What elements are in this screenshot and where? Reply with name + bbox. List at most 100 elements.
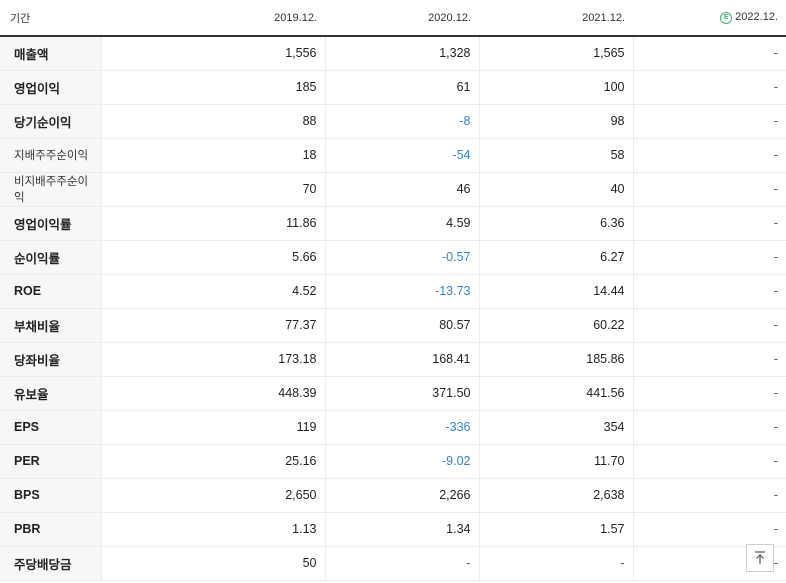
row-label: 비지배주주순이익 — [0, 172, 101, 207]
period-2022-label: 2022.12. — [735, 11, 778, 23]
scroll-to-top-button[interactable] — [746, 544, 774, 572]
value-cell: 354 — [478, 409, 633, 445]
table-row: 영업이익률 11.86 4.59 6.36- — [0, 205, 786, 241]
period-2021: 2021.12. — [479, 0, 633, 37]
row-label: EPS — [0, 409, 101, 445]
period-header-label: 기간 — [0, 0, 101, 37]
value-cell: -8 — [324, 104, 479, 139]
value-cell: 1,565 — [478, 36, 633, 71]
value-cell: - — [632, 138, 786, 173]
value-cell: 40 — [478, 172, 633, 207]
row-label: PBR — [0, 512, 101, 547]
value-cell: -9.02 — [324, 444, 479, 479]
value-cell: 61 — [324, 70, 479, 105]
row-label: 영업이익 — [0, 70, 101, 105]
row-label: PER — [0, 444, 101, 479]
row-label: 당좌비율 — [0, 342, 101, 377]
estimate-badge-icon: E — [720, 12, 733, 24]
value-cell: 100 — [478, 70, 633, 105]
value-cell: - — [324, 545, 479, 581]
value-cell: - — [632, 274, 786, 309]
value-cell: - — [632, 307, 786, 343]
table-row: 비지배주주순이익 70 46 40- — [0, 172, 786, 207]
value-cell: 2,266 — [324, 478, 479, 513]
value-cell: 77.37 — [100, 307, 325, 343]
value-cell: 25.16 — [100, 444, 325, 479]
value-cell: -336 — [324, 409, 479, 445]
value-cell: 371.50 — [324, 376, 479, 411]
value-cell: 11.70 — [478, 444, 633, 479]
value-cell: 11.86 — [100, 205, 325, 241]
value-cell: -0.57 — [324, 240, 479, 275]
table-row: BPS 2,650 2,266 2,638- — [0, 478, 786, 513]
value-cell: - — [478, 545, 633, 581]
value-cell: - — [632, 205, 786, 241]
row-label: 주당배당금 — [0, 545, 101, 581]
value-cell: 14.44 — [478, 274, 633, 309]
value-cell: 4.59 — [324, 205, 479, 241]
value-cell: 70 — [100, 172, 325, 207]
table-row: 순이익률 5.66 -0.57 6.27- — [0, 240, 786, 275]
row-label: 지배주주순이익 — [0, 138, 101, 173]
header-row: 기간 2019.12. 2020.12. 2021.12. E 2022.12. — [0, 0, 786, 37]
table-row: 부채비율 77.37 80.57 60.22- — [0, 307, 786, 343]
row-label: 유보율 — [0, 376, 101, 411]
value-cell: - — [632, 478, 786, 513]
period-2020: 2020.12. — [325, 0, 479, 37]
row-label: 부채비율 — [0, 307, 101, 343]
table-row: 당기순이익 88 -8 98- — [0, 104, 786, 139]
value-cell: - — [632, 172, 786, 207]
value-cell: - — [632, 342, 786, 377]
value-cell: 1.57 — [478, 512, 633, 547]
row-label: 영업이익률 — [0, 205, 101, 241]
value-cell: 185.86 — [478, 342, 633, 377]
table-row: 매출액 1,556 1,328 1,565- — [0, 36, 786, 71]
value-cell: 1,556 — [100, 36, 325, 71]
table-row: 영업이익 185 61 100- — [0, 70, 786, 105]
value-cell: - — [632, 376, 786, 411]
value-cell: 60.22 — [478, 307, 633, 343]
value-cell: 6.27 — [478, 240, 633, 275]
period-2022-estimate: E 2022.12. — [633, 0, 786, 37]
value-cell: 173.18 — [100, 342, 325, 377]
value-cell: 88 — [100, 104, 325, 139]
value-cell: 441.56 — [478, 376, 633, 411]
value-cell: - — [632, 36, 786, 71]
value-cell: 98 — [478, 104, 633, 139]
value-cell: 2,650 — [100, 478, 325, 513]
value-cell: 18 — [100, 138, 325, 173]
value-cell: -54 — [324, 138, 479, 173]
value-cell: 168.41 — [324, 342, 479, 377]
row-label: 매출액 — [0, 36, 101, 71]
value-cell: 1.13 — [100, 512, 325, 547]
value-cell: 80.57 — [324, 307, 479, 343]
table-row: 당좌비율 173.18 168.41 185.86- — [0, 342, 786, 377]
value-cell: 6.36 — [478, 205, 633, 241]
value-cell: 46 — [324, 172, 479, 207]
row-label: BPS — [0, 478, 101, 513]
value-cell: - — [632, 409, 786, 445]
value-cell: 58 — [478, 138, 633, 173]
value-cell: 119 — [100, 409, 325, 445]
value-cell: - — [632, 104, 786, 139]
value-cell: 1.34 — [324, 512, 479, 547]
arrow-up-to-line-icon — [755, 551, 765, 564]
value-cell: - — [632, 444, 786, 479]
value-cell: 5.66 — [100, 240, 325, 275]
table-row: 유보율 448.39 371.50 441.56- — [0, 376, 786, 411]
row-label: 순이익률 — [0, 240, 101, 275]
value-cell: - — [632, 512, 786, 547]
value-cell: 4.52 — [100, 274, 325, 309]
row-label: ROE — [0, 274, 101, 309]
table-row: ROE 4.52 -13.73 14.44- — [0, 274, 786, 309]
table-row: EPS 119 -336 354- — [0, 409, 786, 445]
value-cell: 185 — [100, 70, 325, 105]
table-row: PER 25.16 -9.02 11.70- — [0, 444, 786, 479]
period-2019: 2019.12. — [101, 0, 325, 37]
value-cell: - — [632, 240, 786, 275]
value-cell: -13.73 — [324, 274, 479, 309]
table-row: PBR 1.13 1.34 1.57- — [0, 512, 786, 547]
row-label: 당기순이익 — [0, 104, 101, 139]
value-cell: - — [632, 70, 786, 105]
